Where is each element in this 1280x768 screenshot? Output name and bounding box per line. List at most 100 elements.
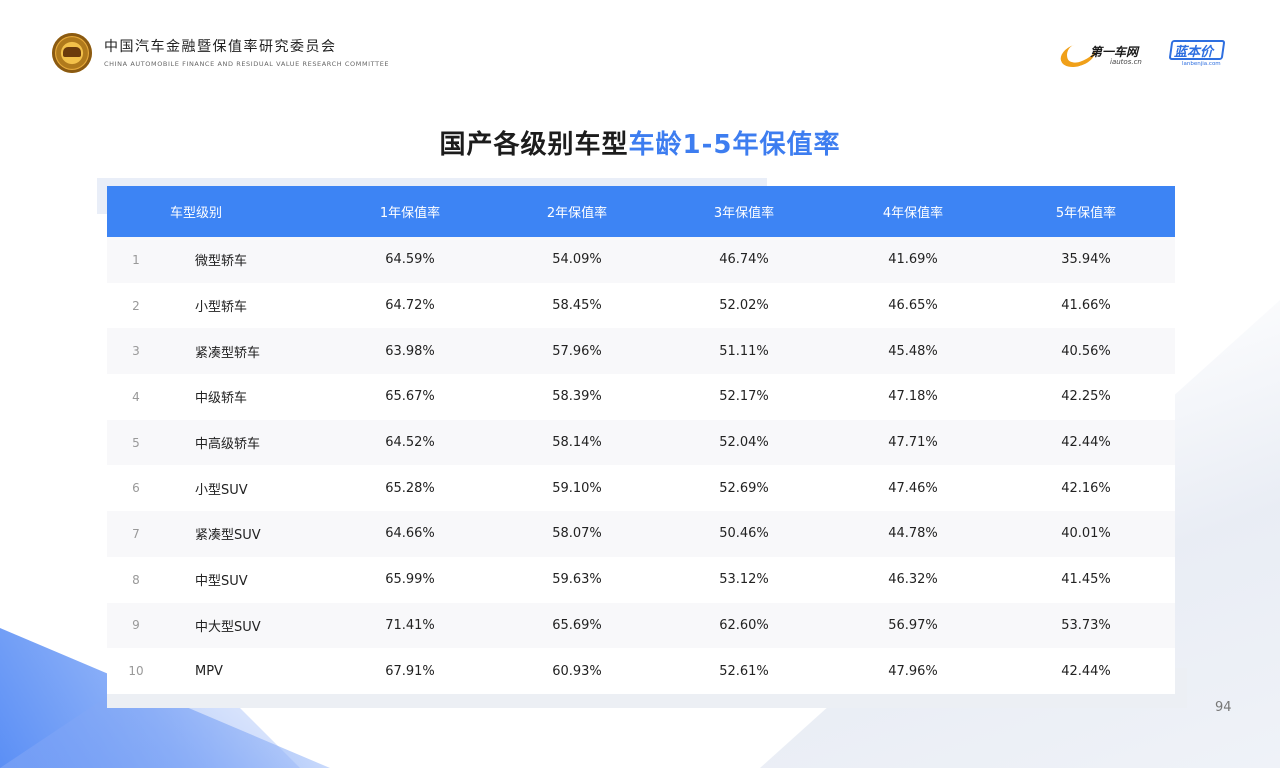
cell-year1-rate: 71.41% xyxy=(325,602,495,649)
cell-vehicle-class: 中型SUV xyxy=(165,556,325,603)
table-row: 8 中型SUV 65.99% 59.63% 53.12% 46.32% 41.45% xyxy=(107,556,1175,603)
table-row: 5 中高级轿车 64.52% 58.14% 52.04% 47.71% 42.44% xyxy=(107,419,1175,466)
cell-year4-rate: 46.65% xyxy=(829,282,997,329)
header-year3: 3年保值率 xyxy=(659,186,829,237)
cell-year5-rate: 42.44% xyxy=(997,648,1175,694)
title-main: 国产各级别车型 xyxy=(439,130,629,160)
cell-year2-rate: 58.07% xyxy=(495,511,659,557)
cell-year1-rate: 67.91% xyxy=(325,648,495,694)
table-row: 6 小型SUV 65.28% 59.10% 52.69% 47.46% 42.16% xyxy=(107,465,1175,512)
cell-year3-rate: 52.61% xyxy=(659,648,829,694)
cell-year5-rate: 40.56% xyxy=(997,328,1175,375)
header-year2: 2年保值率 xyxy=(495,186,659,237)
cell-year2-rate: 59.10% xyxy=(495,465,659,512)
cell-year1-rate: 65.28% xyxy=(325,465,495,512)
cell-year4-rate: 47.71% xyxy=(829,419,997,466)
cell-year2-rate: 60.93% xyxy=(495,648,659,694)
cell-year1-rate: 64.72% xyxy=(325,282,495,329)
cell-year2-rate: 57.96% xyxy=(495,328,659,375)
organization-name-cn: 中国汽车金融暨保值率研究委员会 xyxy=(104,39,337,55)
table-row: 2 小型轿车 64.72% 58.45% 52.02% 46.65% 41.66% xyxy=(107,282,1175,329)
retention-rate-table: 车型级别 1年保值率 2年保值率 3年保值率 4年保值率 5年保值率 1 微型轿车… xyxy=(107,186,1175,694)
cell-year1-rate: 64.66% xyxy=(325,511,495,557)
cell-vehicle-class: 小型SUV xyxy=(165,465,325,512)
cell-year5-rate: 53.73% xyxy=(997,602,1175,649)
organization-name: 中国汽车金融暨保值率研究委员会 CHINA AUTOMOBILE FINANCE… xyxy=(104,38,389,68)
partner2-url: lanbenjia.com xyxy=(1182,61,1221,67)
cell-year4-rate: 47.96% xyxy=(829,648,997,694)
cell-vehicle-class: MPV xyxy=(165,648,325,694)
cell-year2-rate: 59.63% xyxy=(495,556,659,603)
cell-year2-rate: 58.45% xyxy=(495,282,659,329)
cell-year2-rate: 65.69% xyxy=(495,602,659,649)
title-highlight: 车龄1-5年保值率 xyxy=(628,130,841,160)
cell-row-index: 7 xyxy=(107,511,165,557)
cell-year4-rate: 47.46% xyxy=(829,465,997,512)
partner2-name: 蓝本价 xyxy=(1174,45,1214,60)
cell-year2-rate: 54.09% xyxy=(495,237,659,283)
cell-year1-rate: 65.99% xyxy=(325,556,495,603)
cell-year3-rate: 50.46% xyxy=(659,511,829,557)
cell-year5-rate: 42.25% xyxy=(997,374,1175,420)
cell-row-index: 9 xyxy=(107,602,165,649)
cell-year4-rate: 41.69% xyxy=(829,237,997,283)
cell-year2-rate: 58.14% xyxy=(495,419,659,466)
cell-year5-rate: 41.66% xyxy=(997,282,1175,329)
cell-vehicle-class: 紧凑型SUV xyxy=(165,511,325,557)
cell-row-index: 10 xyxy=(107,648,165,694)
cell-row-index: 8 xyxy=(107,556,165,603)
cell-row-index: 5 xyxy=(107,419,165,466)
cell-year5-rate: 40.01% xyxy=(997,511,1175,557)
cell-vehicle-class: 中级轿车 xyxy=(165,374,325,420)
cell-row-index: 2 xyxy=(107,282,165,329)
header-vehicle-class: 车型级别 xyxy=(165,186,325,237)
cell-year3-rate: 52.17% xyxy=(659,374,829,420)
table-row: 7 紧凑型SUV 64.66% 58.07% 50.46% 44.78% 40.01% xyxy=(107,511,1175,557)
header-index xyxy=(107,186,165,237)
cell-year4-rate: 46.32% xyxy=(829,556,997,603)
cell-year1-rate: 63.98% xyxy=(325,328,495,375)
table-header-row: 车型级别 1年保值率 2年保值率 3年保值率 4年保值率 5年保值率 xyxy=(107,186,1175,237)
cell-vehicle-class: 紧凑型轿车 xyxy=(165,328,325,375)
cell-year4-rate: 44.78% xyxy=(829,511,997,557)
partner1-name: 第一车网 xyxy=(1090,45,1139,59)
cell-vehicle-class: 中高级轿车 xyxy=(165,419,325,466)
cell-year5-rate: 42.16% xyxy=(997,465,1175,512)
organization-name-en: CHINA AUTOMOBILE FINANCE AND RESIDUAL VA… xyxy=(104,60,390,68)
cell-year3-rate: 53.12% xyxy=(659,556,829,603)
partner-logo-lanbenjia: 蓝本价 lanbenjia.com xyxy=(1168,40,1226,70)
header-year5: 5年保值率 xyxy=(997,186,1175,237)
cell-year5-rate: 41.45% xyxy=(997,556,1175,603)
table-row: 1 微型轿车 64.59% 54.09% 46.74% 41.69% 35.94% xyxy=(107,237,1175,283)
page-title: 国产各级别车型车龄1-5年保值率 xyxy=(0,124,1280,161)
cell-year4-rate: 56.97% xyxy=(829,602,997,649)
table-row: 10 MPV 67.91% 60.93% 52.61% 47.96% 42.44% xyxy=(107,648,1175,694)
cell-year5-rate: 42.44% xyxy=(997,419,1175,466)
cell-year3-rate: 52.69% xyxy=(659,465,829,512)
cell-year1-rate: 64.52% xyxy=(325,419,495,466)
cell-year3-rate: 46.74% xyxy=(659,237,829,283)
cell-vehicle-class: 中大型SUV xyxy=(165,602,325,649)
cell-year3-rate: 51.11% xyxy=(659,328,829,375)
header-organization: 中国汽车金融暨保值率研究委员会 CHINA AUTOMOBILE FINANCE… xyxy=(52,33,389,73)
cell-year3-rate: 52.04% xyxy=(659,419,829,466)
cell-row-index: 3 xyxy=(107,328,165,375)
table-row: 9 中大型SUV 71.41% 65.69% 62.60% 56.97% 53.73% xyxy=(107,602,1175,649)
cell-year3-rate: 62.60% xyxy=(659,602,829,649)
cell-vehicle-class: 小型轿车 xyxy=(165,282,325,329)
partner1-url: iautos.cn xyxy=(1110,58,1142,66)
table-row: 4 中级轿车 65.67% 58.39% 52.17% 47.18% 42.25% xyxy=(107,374,1175,420)
partner-logo-iautos: 第一车网 iautos.cn xyxy=(1057,38,1152,72)
cell-year4-rate: 47.18% xyxy=(829,374,997,420)
cell-year1-rate: 65.67% xyxy=(325,374,495,420)
cell-row-index: 4 xyxy=(107,374,165,420)
table-shadow-bottom xyxy=(107,694,1187,708)
header-year1: 1年保值率 xyxy=(325,186,495,237)
cell-year3-rate: 52.02% xyxy=(659,282,829,329)
cell-year4-rate: 45.48% xyxy=(829,328,997,375)
cell-vehicle-class: 微型轿车 xyxy=(165,237,325,283)
cell-row-index: 1 xyxy=(107,237,165,283)
cell-year1-rate: 64.59% xyxy=(325,237,495,283)
cell-year5-rate: 35.94% xyxy=(997,237,1175,283)
table-row: 3 紧凑型轿车 63.98% 57.96% 51.11% 45.48% 40.56% xyxy=(107,328,1175,375)
